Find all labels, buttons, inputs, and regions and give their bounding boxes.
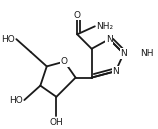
Text: O: O bbox=[74, 11, 81, 20]
Text: NH: NH bbox=[140, 49, 153, 58]
Text: N: N bbox=[120, 49, 127, 58]
Text: HO: HO bbox=[1, 35, 15, 44]
Text: NH: NH bbox=[140, 49, 153, 58]
Text: N: N bbox=[106, 35, 113, 44]
Text: HO: HO bbox=[9, 96, 23, 104]
Text: NH₂: NH₂ bbox=[96, 22, 114, 31]
Text: N: N bbox=[112, 67, 119, 76]
Text: O: O bbox=[61, 57, 68, 66]
Text: OH: OH bbox=[49, 118, 63, 127]
